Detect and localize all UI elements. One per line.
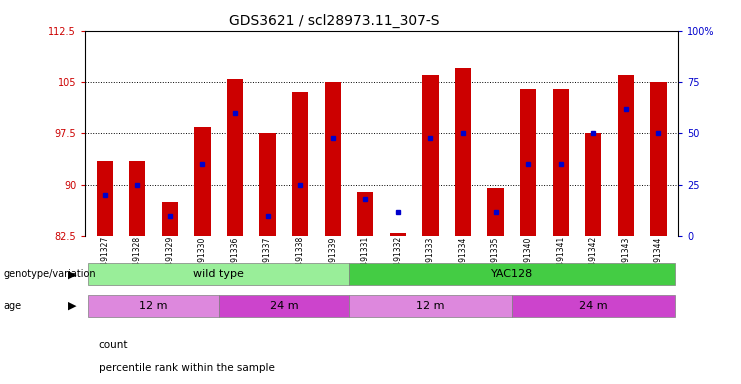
Text: GSM491342: GSM491342	[589, 236, 598, 282]
Text: GSM491331: GSM491331	[361, 236, 370, 282]
Bar	[325, 82, 341, 236]
Text: GSM491344: GSM491344	[654, 236, 663, 283]
Bar	[96, 161, 113, 236]
Bar	[585, 133, 602, 236]
Bar	[129, 161, 145, 236]
Text: YAC128: YAC128	[491, 269, 533, 279]
Title: GDS3621 / scl28973.11_307-S: GDS3621 / scl28973.11_307-S	[229, 14, 439, 28]
Bar	[227, 79, 243, 236]
Bar	[259, 133, 276, 236]
Bar	[520, 89, 536, 236]
Bar	[651, 82, 667, 236]
Bar	[553, 89, 569, 236]
Text: wild type: wild type	[193, 269, 245, 279]
Bar	[194, 127, 210, 236]
Bar	[349, 295, 512, 317]
Text: GSM491340: GSM491340	[524, 236, 533, 283]
Text: GSM491343: GSM491343	[622, 236, 631, 283]
Text: GSM491330: GSM491330	[198, 236, 207, 283]
Bar	[88, 263, 349, 285]
Text: 24 m: 24 m	[579, 301, 608, 311]
Bar	[349, 263, 675, 285]
Text: GSM491332: GSM491332	[393, 236, 402, 282]
Bar	[88, 295, 219, 317]
Text: ▶: ▶	[68, 269, 77, 279]
Text: percentile rank within the sample: percentile rank within the sample	[99, 363, 274, 373]
Bar	[618, 75, 634, 236]
Text: GSM491341: GSM491341	[556, 236, 565, 282]
Text: GSM491329: GSM491329	[165, 236, 174, 282]
Text: GSM491334: GSM491334	[459, 236, 468, 283]
Bar	[512, 295, 675, 317]
Text: GSM491336: GSM491336	[230, 236, 239, 283]
Text: age: age	[4, 301, 21, 311]
Text: GSM491335: GSM491335	[491, 236, 500, 283]
Bar	[357, 192, 373, 236]
Bar	[422, 75, 439, 236]
Text: GSM491333: GSM491333	[426, 236, 435, 283]
Bar	[488, 188, 504, 236]
Text: GSM491328: GSM491328	[133, 236, 142, 282]
Text: count: count	[99, 340, 128, 350]
Text: GSM491337: GSM491337	[263, 236, 272, 283]
Text: GSM491339: GSM491339	[328, 236, 337, 283]
Text: 12 m: 12 m	[416, 301, 445, 311]
Text: 24 m: 24 m	[270, 301, 298, 311]
Bar	[162, 202, 178, 236]
Bar	[292, 92, 308, 236]
Text: GSM491338: GSM491338	[296, 236, 305, 282]
Text: ▶: ▶	[68, 301, 77, 311]
Bar	[390, 233, 406, 236]
Bar	[219, 295, 349, 317]
Text: genotype/variation: genotype/variation	[4, 269, 96, 279]
Bar	[455, 68, 471, 236]
Text: 12 m: 12 m	[139, 301, 168, 311]
Text: GSM491327: GSM491327	[100, 236, 109, 282]
